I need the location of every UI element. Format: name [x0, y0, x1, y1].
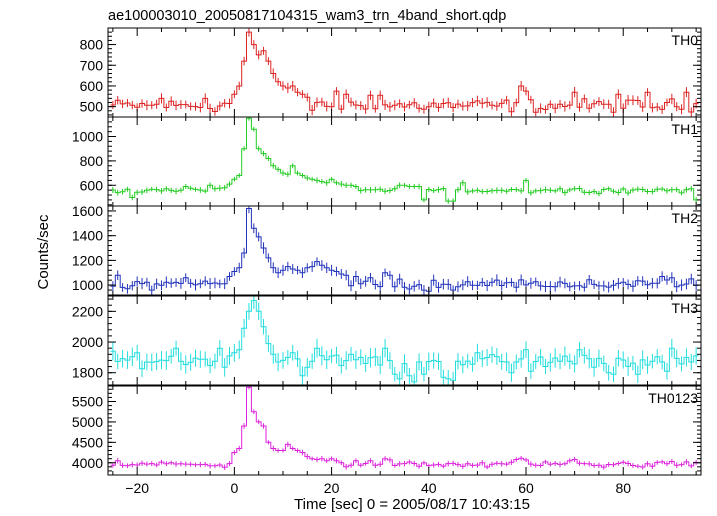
step-line: [110, 117, 699, 202]
y-tick-label: 700: [80, 57, 104, 73]
y-tick-label: 1000: [72, 277, 103, 293]
series-th1: [110, 117, 699, 204]
x-tick-label: 80: [615, 480, 631, 496]
y-tick-label: 2200: [72, 303, 103, 319]
y-tick-label: 800: [80, 153, 104, 169]
series-th0: [110, 28, 699, 117]
panels-group: 500 600 700 800 TH0 600 800 1000 TH1 1000 1200 1400…: [72, 27, 702, 476]
y-tick-label: 600: [80, 177, 104, 193]
y-tick-label: 2000: [72, 334, 103, 350]
panel-label-th1: TH1: [672, 121, 699, 137]
y-tick-label: 500: [80, 99, 104, 115]
y-tick-label: 600: [80, 78, 104, 94]
step-line: [110, 386, 699, 468]
y-tick-label: 1800: [72, 365, 103, 381]
series-th3: [110, 296, 699, 385]
y-tick-label: 1000: [72, 129, 103, 145]
y-tick-label: 1400: [72, 228, 103, 244]
x-tick-label: 20: [324, 480, 340, 496]
x-tick-label: 0: [230, 480, 238, 496]
x-axis-label: Time [sec] 0 = 2005/08/17 10:43:15: [294, 496, 530, 513]
chart-title: ae100003010_20050817104315_wam3_trn_4ban…: [108, 8, 506, 24]
y-tick-label: 5000: [72, 414, 103, 430]
step-line: [110, 208, 699, 292]
y-axis-label: Counts/sec: [35, 214, 52, 290]
x-axis: −20 0 20 40 60 80: [125, 480, 631, 496]
panel-th3: 1800 2000 2200 TH3: [72, 295, 702, 386]
x-tick-label: 60: [518, 480, 534, 496]
panel-th0123: 4000 4500 5000 5500 TH0123: [72, 385, 702, 476]
panel-label-th0: TH0: [672, 32, 699, 48]
panel-label-th2: TH2: [672, 210, 699, 226]
y-tick-label: 800: [80, 37, 104, 53]
panel-frame: [107, 205, 702, 296]
y-tick-label: 1200: [72, 252, 103, 268]
panel-th0: 500 600 700 800 TH0: [80, 27, 702, 118]
series-th0123: [110, 386, 699, 470]
panel-frame: [107, 116, 702, 207]
step-line: [110, 31, 699, 113]
panel-label-th3: TH3: [672, 300, 699, 316]
x-tick-label: 40: [421, 480, 437, 496]
y-tick-label: 4500: [72, 434, 103, 450]
series-th2: [110, 206, 699, 295]
panel-label-th0123: TH0123: [648, 390, 698, 406]
x-tick-label: −20: [125, 480, 149, 496]
y-tick-label: 4000: [72, 455, 103, 471]
y-tick-label: 5500: [72, 394, 103, 410]
panel-th1: 600 800 1000 TH1: [72, 116, 702, 207]
y-tick-label: 1600: [72, 203, 103, 219]
panel-th2: 1000 1200 1400 1600 TH2: [72, 203, 702, 296]
